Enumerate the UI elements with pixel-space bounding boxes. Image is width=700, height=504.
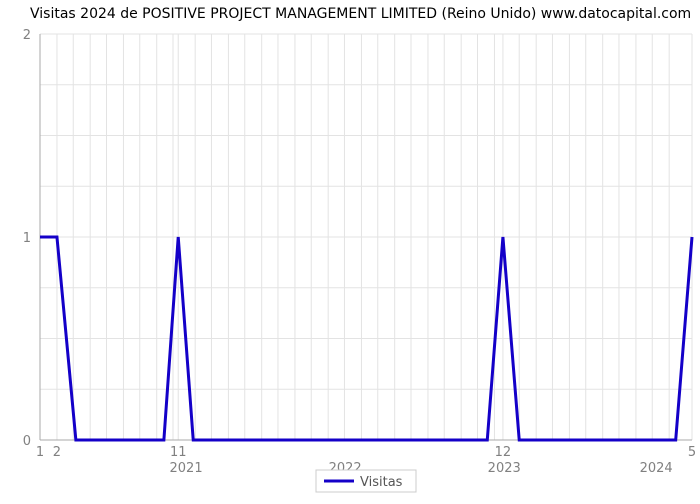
x-tick-label-year: 2024 <box>640 461 673 476</box>
y-tick-label: 1 <box>23 231 31 246</box>
x-tick-label-month: 1 <box>36 445 44 460</box>
x-tick-label-month: 12 <box>495 445 512 460</box>
x-tick-label-year: 2021 <box>170 461 203 476</box>
x-tick-label-month: 5 <box>688 445 696 460</box>
y-tick-label: 0 <box>23 434 31 449</box>
x-tick-label-month: 2 <box>53 445 61 460</box>
legend-label: Visitas <box>360 475 403 490</box>
y-tick-label: 2 <box>23 28 31 43</box>
chart-title: Visitas 2024 de POSITIVE PROJECT MANAGEM… <box>30 6 691 22</box>
x-tick-label-month: 11 <box>170 445 187 460</box>
x-tick-label-year: 2023 <box>488 461 521 476</box>
